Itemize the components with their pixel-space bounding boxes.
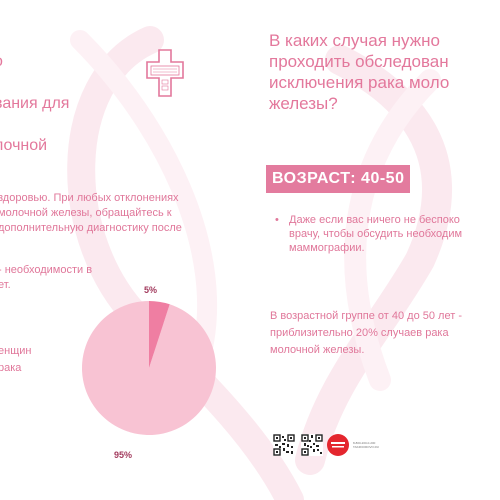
left-title-line: вания для	[0, 95, 70, 112]
footer-contacts: 8-800-200-0-200 TAKZDOROVO.RU	[353, 441, 383, 449]
stat-line: В возрастной группе от 40 до 50 лет -	[270, 310, 462, 322]
pie-label-95: 95%	[114, 450, 132, 460]
paragraph-line: молочной железы, обращайтесь к	[0, 207, 172, 219]
medical-cross-icon	[146, 49, 184, 97]
age-banner: ВОЗРАСТ: 40-50	[266, 165, 411, 193]
stat-line: приблизительно 20% случаев рака	[270, 327, 449, 339]
bullet-line: маммографии.	[289, 242, 365, 254]
footer-line: TAKZDOROVO.RU	[353, 445, 379, 449]
paragraph-line: рака	[0, 362, 22, 374]
paragraph-line: - необходимости в	[0, 264, 93, 276]
left-paragraph-necessity: - необходимости в ет.	[0, 263, 138, 293]
bullet-marker: •	[275, 214, 279, 226]
qr-code-icon	[273, 434, 295, 456]
pie-slice-95	[81, 301, 216, 435]
qr-code-icon	[301, 434, 323, 456]
bullet-line: Даже если вас ничего не беспоко	[289, 214, 460, 226]
bullet-line: врачу, чтобы обсудить необходим	[289, 228, 463, 240]
left-page-title: о вания для лочной	[0, 30, 114, 177]
left-paragraph-advice: здоровью. При любых отклонениях молочной…	[0, 191, 218, 236]
paragraph-line: здоровью. При любых отклонениях	[0, 192, 179, 204]
right-title-line: железы?	[269, 94, 338, 113]
paragraph-line: дополнительную диагностику после	[0, 222, 182, 234]
age-statistics: В возрастной группе от 40 до 50 лет - пр…	[270, 308, 500, 359]
footer-line: 8-800-200-0-200	[353, 441, 376, 445]
paragraph-line: ет.	[0, 279, 11, 291]
bullet-recommendation: • Даже если вас ничего не беспоко врачу,…	[275, 213, 500, 255]
left-paragraph-women: енщин рака	[0, 343, 78, 377]
pie-label-5: 5%	[144, 285, 157, 295]
left-title-line: лочной	[0, 137, 48, 154]
right-title-line: проходить обследован	[269, 52, 449, 71]
left-title-line: о	[0, 51, 114, 72]
stat-line: молочной железы.	[270, 344, 365, 356]
right-page-title: В каких случая нужно проходить обследова…	[269, 30, 500, 114]
pie-slice-5	[149, 301, 170, 368]
paragraph-line: енщин	[0, 345, 32, 357]
red-badge-icon	[327, 434, 349, 456]
right-title-line: исключения рака моло	[269, 73, 450, 92]
pie-chart: 5% 95%	[81, 285, 216, 460]
right-title-line: В каких случая нужно	[269, 31, 440, 50]
